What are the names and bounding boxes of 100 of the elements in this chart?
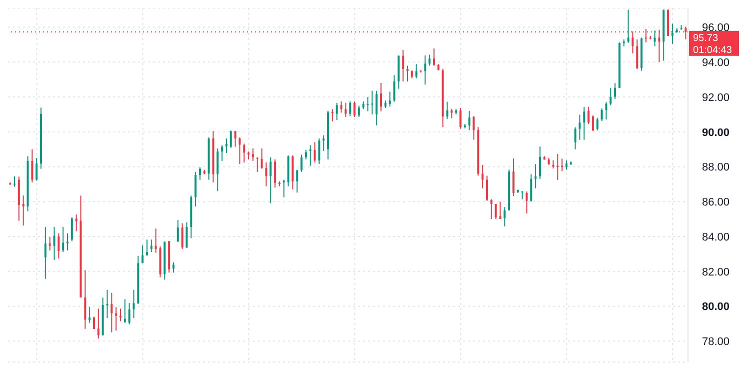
candlestick (596, 117, 598, 131)
candlestick (150, 239, 152, 253)
candlestick (256, 156, 258, 172)
candlestick (322, 134, 325, 152)
candlestick (97, 308, 100, 339)
candlestick (154, 228, 157, 254)
candlestick (314, 142, 316, 164)
candlestick (526, 190, 528, 214)
candlestick (296, 169, 298, 193)
candlestick (318, 138, 320, 165)
candlestick (486, 175, 488, 202)
candlestick (75, 214, 78, 232)
candlestick (472, 116, 475, 140)
candlestick (380, 82, 382, 112)
candlestick (238, 136, 241, 165)
candlestick (588, 106, 590, 125)
candlestick (415, 64, 418, 79)
candlestick (592, 114, 594, 132)
candlestick (459, 108, 462, 130)
candlestick (393, 74, 396, 102)
candlestick (446, 101, 448, 120)
candlestick (300, 154, 303, 172)
candlestick (252, 148, 254, 162)
candlestick (433, 48, 435, 66)
candlestick (36, 157, 38, 182)
candlestick (58, 232, 60, 259)
candlestick (538, 146, 541, 180)
candlestick (186, 222, 188, 249)
y-tick-label: 92.00 (702, 92, 730, 104)
candlestick (62, 226, 64, 253)
candlestick (146, 239, 148, 256)
candlestick (521, 190, 524, 200)
candlestick (282, 179, 285, 198)
y-tick-label: 80.00 (702, 301, 730, 314)
candlestick (93, 316, 95, 330)
candlestick (225, 138, 228, 154)
candlestick (110, 292, 113, 333)
candlestick (490, 198, 492, 220)
candlestick (349, 100, 352, 117)
candlestick (578, 114, 581, 140)
candlestick (344, 102, 347, 118)
candlestick (354, 100, 356, 118)
y-tick-label: 82.00 (702, 266, 730, 278)
candlestick (428, 54, 431, 66)
candlestick (142, 244, 144, 264)
candlestick (106, 289, 108, 319)
candlestick (534, 164, 537, 189)
candlestick (574, 126, 576, 150)
y-tick-label: 88.00 (702, 162, 730, 174)
candlestick (504, 206, 506, 227)
candlestick (53, 226, 56, 260)
candlestick (88, 306, 91, 324)
candlestick (304, 149, 307, 160)
candlestick (132, 289, 135, 319)
candlestick (66, 232, 69, 251)
y-tick-label: 94.00 (702, 57, 730, 70)
candlestick (614, 82, 616, 100)
candlestick (243, 143, 246, 164)
candlestick (494, 204, 497, 220)
candlestick (115, 306, 118, 332)
candlestick (530, 174, 532, 202)
candlestick (366, 96, 369, 112)
candlestick (358, 105, 360, 118)
candlestick (230, 130, 232, 148)
candlestick (402, 50, 404, 82)
y-tick-label: 86.00 (702, 196, 730, 209)
y-tick-label: 78.00 (702, 336, 730, 348)
candlestick (70, 216, 73, 242)
candlestick (671, 23, 674, 44)
candlestick (221, 144, 224, 162)
candlestick (376, 90, 378, 126)
candlestick (119, 308, 122, 322)
candlestick (234, 130, 236, 148)
text: 01:04:43 (693, 44, 732, 56)
candlestick (450, 108, 453, 119)
candlestick (31, 148, 34, 183)
candlestick (636, 38, 638, 70)
candlestick (172, 262, 174, 274)
candlestick (270, 156, 272, 204)
candlestick (22, 194, 24, 226)
candlestick (340, 100, 342, 114)
candlestick (583, 106, 586, 140)
candlestick (482, 164, 484, 189)
candlestick (406, 65, 409, 82)
candlestick (48, 236, 51, 251)
candlestick (565, 160, 568, 170)
candlestick (468, 110, 470, 131)
candlestick (388, 91, 391, 108)
candlestick (654, 30, 656, 47)
candlestick (44, 226, 46, 280)
candlestick (265, 162, 268, 187)
candlestick (194, 171, 197, 207)
candlestick (274, 158, 276, 188)
candlestick (512, 158, 514, 197)
candlestick (371, 90, 374, 115)
candlestick (627, 9, 630, 44)
candlestick (260, 148, 263, 170)
y-tick-label: 84.00 (702, 231, 730, 244)
candlestick (14, 176, 16, 188)
candlestick (176, 220, 179, 242)
